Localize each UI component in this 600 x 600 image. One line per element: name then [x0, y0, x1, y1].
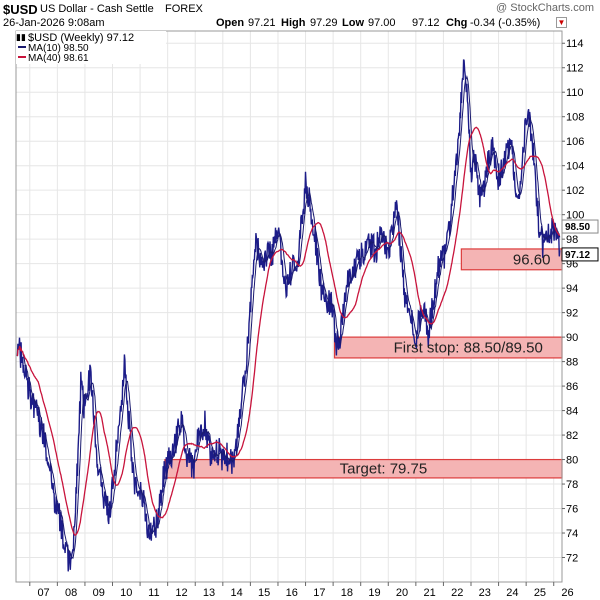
y-tick-label-102: 102: [566, 185, 584, 197]
x-tick-label-26: 26: [561, 587, 573, 599]
high-label: High: [281, 17, 306, 29]
legend-ma40-label: MA(40) 98.61: [28, 53, 89, 64]
x-tick-label-12: 12: [175, 587, 187, 599]
x-tick-label-21: 21: [424, 587, 436, 599]
x-tick-label-23: 23: [479, 587, 491, 599]
zone-96-60-label: 96.60: [513, 251, 551, 268]
y-tick-label-108: 108: [566, 112, 584, 124]
x-tick-label-14: 14: [230, 587, 242, 599]
price-tags: 98.50 97.12: [561, 219, 599, 262]
x-tick-label-19: 19: [368, 587, 380, 599]
ma10-tag-box: [561, 219, 599, 234]
low-label: Low: [342, 17, 364, 29]
y-tick-label-98: 98: [566, 234, 578, 246]
x-tick-label-16: 16: [286, 587, 298, 599]
open-value: 97.21: [248, 17, 276, 29]
exchange-label: FOREX: [165, 3, 203, 15]
zone-labels: 96.60 First stop: 88.50/89.50 Target: 79.7…: [340, 251, 551, 477]
y-tick-label-92: 92: [566, 308, 578, 320]
y-tick-label-72: 72: [566, 553, 578, 565]
close-tag-box: [561, 247, 599, 262]
x-tick-label-10: 10: [120, 587, 132, 599]
x-tick-label-08: 08: [65, 587, 77, 599]
y-tick-label-90: 90: [566, 332, 578, 344]
watermark: @ StockCharts.com: [496, 2, 594, 14]
x-tick-label-09: 09: [93, 587, 105, 599]
y-tick-label-114: 114: [566, 38, 584, 50]
x-tick-label-17: 17: [313, 587, 325, 599]
chg-value: -0.34 (-0.35%): [470, 17, 541, 29]
ma10-series-line: [16, 74, 561, 560]
y-tick-label-88: 88: [566, 357, 578, 369]
y-axis: 72 74 76 78 80 82 84 86 88 90 92 94 96 98 100 102 104 106…: [562, 38, 584, 565]
close-tag-label: 97.12: [565, 250, 590, 261]
x-tick-label-07: 07: [37, 587, 49, 599]
scroll-down-icon[interactable]: ▼: [556, 17, 567, 28]
legend-series-label: $USD (Weekly) 97.12: [28, 32, 134, 44]
y-tick-label-78: 78: [566, 479, 578, 491]
y-tick-label-80: 80: [566, 455, 578, 467]
open-label: Open: [216, 17, 245, 29]
legend-background: [16, 31, 166, 64]
y-tick-label-74: 74: [566, 528, 578, 540]
x-tick-label-24: 24: [506, 587, 518, 599]
plot-border: [15, 30, 563, 583]
x-tick-label-18: 18: [341, 587, 353, 599]
y-tick-label-104: 104: [566, 161, 584, 173]
high-value: 97.29: [310, 17, 338, 29]
y-tick-label-76: 76: [566, 504, 578, 516]
date-label: 26-Jan-2026 9:08am: [3, 17, 105, 29]
chart-header: $USD US Dollar - Cash Settle FOREX @ Sto…: [0, 0, 600, 30]
annotation-zones: [164, 248, 563, 479]
y-tick-label-94: 94: [566, 283, 578, 295]
x-tick-label-13: 13: [203, 587, 215, 599]
chg-label: Chg: [446, 17, 468, 29]
legend: ▮▮ $USD (Weekly) 97.12 MA(10) 98.50 MA(4…: [16, 31, 166, 64]
x-axis: 07 08 09 10 11 12 13 14 15 16 17 18 19 20 21 22 23 24 25 26: [29, 582, 574, 599]
symbol-label: $USD: [3, 2, 38, 17]
y-tick-label-112: 112: [566, 63, 584, 75]
y-tick-label-106: 106: [566, 136, 584, 148]
plot-background: [16, 31, 562, 582]
ma40-series-line: [16, 126, 561, 536]
y-tick-label-100: 100: [566, 210, 584, 222]
legend-series-icon: ▮▮: [16, 32, 26, 42]
y-tick-label-110: 110: [566, 87, 584, 99]
zone-first-stop-label: First stop: 88.50/89.50: [394, 340, 543, 357]
symbol-description: US Dollar - Cash Settle: [40, 3, 154, 15]
y-tick-label-84: 84: [566, 406, 578, 418]
ma10-tag-label: 98.50: [565, 222, 590, 233]
zone-target-label: Target: 79.75: [340, 461, 428, 478]
legend-ma10-label: MA(10) 98.50: [28, 43, 89, 54]
x-tick-label-20: 20: [396, 587, 408, 599]
x-tick-label-15: 15: [258, 587, 270, 599]
y-tick-label-82: 82: [566, 430, 578, 442]
low-value: 97.00: [368, 17, 396, 29]
y-tick-label-86: 86: [566, 381, 578, 393]
close-value: 97.12: [412, 17, 440, 29]
x-tick-label-11: 11: [148, 587, 159, 599]
price-series-line: [16, 59, 561, 572]
x-tick-label-22: 22: [451, 587, 463, 599]
y-tick-label-96: 96: [566, 259, 578, 271]
x-tick-label-25: 25: [534, 587, 546, 599]
